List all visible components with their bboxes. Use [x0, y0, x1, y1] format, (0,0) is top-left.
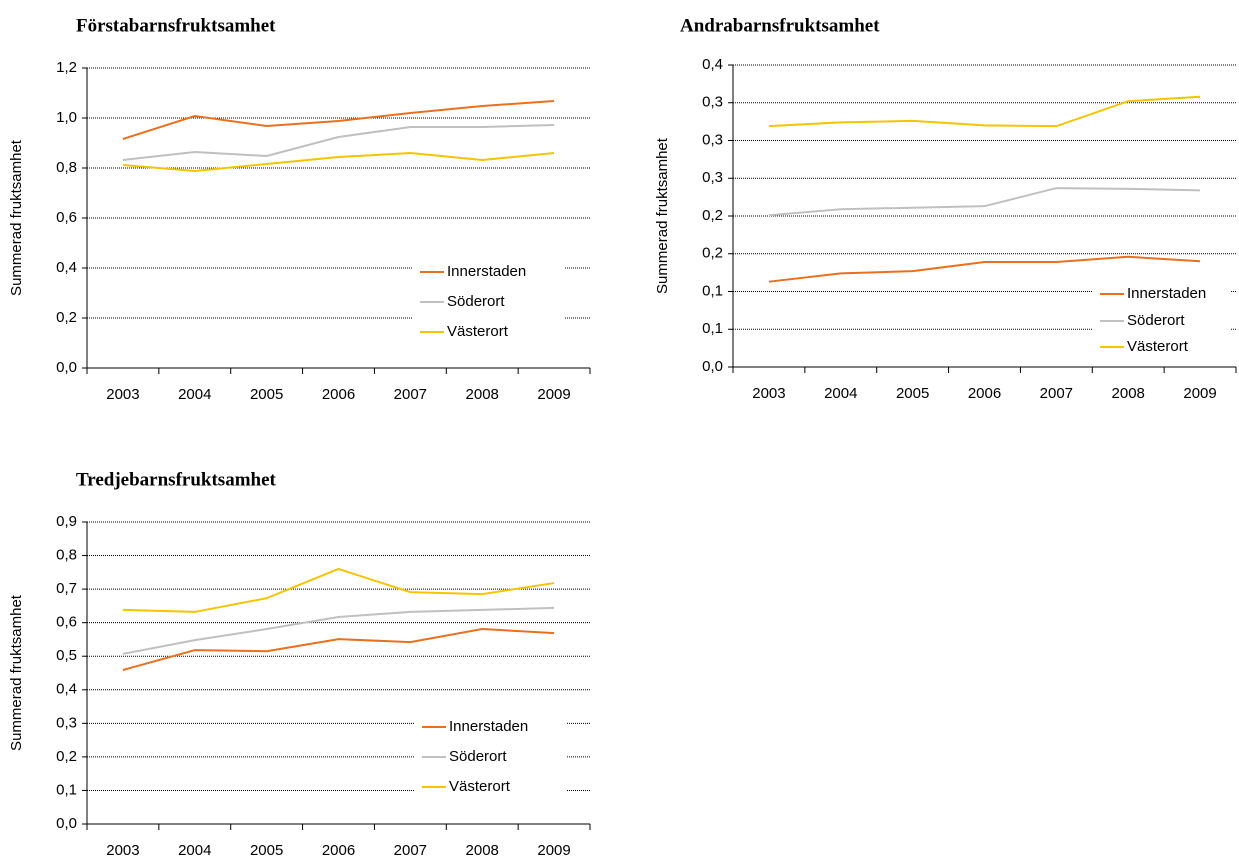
y-tick-label: 0,3	[702, 131, 723, 148]
y-tick-label: 1,0	[56, 109, 77, 126]
x-tick-label: 2003	[106, 386, 139, 403]
legend-label: Söderort	[1127, 312, 1185, 329]
x-tick-label: 2006	[322, 842, 355, 859]
legend-label: Västerort	[447, 323, 509, 340]
series-line	[122, 606, 555, 655]
y-tick-label: 0,2	[56, 309, 77, 326]
x-tick-label: 2005	[896, 385, 929, 402]
series-line	[768, 255, 1201, 283]
x-tick-label: 2007	[394, 842, 427, 859]
y-axis-label: Summerad fruktsamhet	[8, 139, 25, 296]
y-tick-label: 0,0	[56, 359, 77, 376]
x-tick-label: 2009	[537, 842, 570, 859]
series-line	[122, 151, 555, 173]
legend-label: Västerort	[449, 778, 511, 795]
series-line	[122, 100, 555, 140]
y-tick-label: 0,3	[702, 169, 723, 186]
y-tick-label: 0,7	[56, 580, 77, 597]
legend-label: Innerstaden	[449, 718, 528, 735]
y-tick-label: 0,6	[56, 209, 77, 226]
series-line	[768, 187, 1201, 217]
x-tick-label: 2009	[1183, 385, 1216, 402]
x-tick-label: 2008	[1112, 385, 1145, 402]
x-tick-label: 2005	[250, 386, 283, 403]
series-line	[768, 95, 1201, 128]
y-tick-label: 0,1	[702, 282, 723, 299]
y-tick-label: 0,2	[702, 207, 723, 224]
chart-title: Andrabarnsfruktsamhet	[680, 15, 880, 36]
y-tick-label: 0,3	[702, 94, 723, 111]
y-axis-label: Summerad fruktsamhet	[654, 137, 671, 294]
chart-title: Tredjebarnsfruktsamhet	[76, 469, 277, 490]
legend-label: Västerort	[1127, 338, 1189, 355]
y-axis-label: Summerad fruktsamhet	[8, 594, 25, 751]
series-line	[122, 567, 555, 613]
x-tick-label: 2009	[537, 386, 570, 403]
x-tick-label: 2004	[178, 386, 211, 403]
y-tick-label: 0,9	[56, 513, 77, 530]
y-tick-label: 0,5	[56, 647, 77, 664]
x-tick-label: 2005	[250, 842, 283, 859]
x-tick-label: 2003	[752, 385, 785, 402]
x-tick-label: 2003	[106, 842, 139, 859]
x-tick-label: 2007	[1040, 385, 1073, 402]
legend-label: Söderort	[447, 293, 505, 310]
y-tick-label: 0,0	[702, 358, 723, 375]
x-tick-label: 2008	[466, 386, 499, 403]
y-tick-label: 0,4	[56, 259, 77, 276]
y-tick-label: 0,4	[702, 56, 723, 73]
y-tick-label: 0,2	[56, 748, 77, 765]
y-tick-label: 0,0	[56, 815, 77, 832]
legend-label: Innerstaden	[1127, 285, 1206, 302]
chart-title: Förstabarnsfruktsamhet	[76, 15, 276, 36]
y-tick-label: 0,6	[56, 614, 77, 631]
y-tick-label: 0,1	[702, 320, 723, 337]
x-tick-label: 2007	[394, 386, 427, 403]
x-tick-label: 2008	[466, 842, 499, 859]
series-line	[122, 124, 555, 161]
x-tick-label: 2004	[824, 385, 857, 402]
y-tick-label: 0,8	[56, 159, 77, 176]
y-tick-label: 0,1	[56, 781, 77, 798]
y-tick-label: 0,8	[56, 547, 77, 564]
y-tick-label: 1,2	[56, 59, 77, 76]
y-tick-label: 0,3	[56, 714, 77, 731]
series-line	[122, 628, 555, 671]
x-tick-label: 2006	[322, 386, 355, 403]
legend-box	[412, 258, 564, 350]
y-tick-label: 0,2	[702, 245, 723, 262]
x-tick-label: 2006	[968, 385, 1001, 402]
x-tick-label: 2004	[178, 842, 211, 859]
legend-label: Söderort	[449, 748, 507, 765]
legend-label: Innerstaden	[447, 263, 526, 280]
y-tick-label: 0,4	[56, 681, 77, 698]
